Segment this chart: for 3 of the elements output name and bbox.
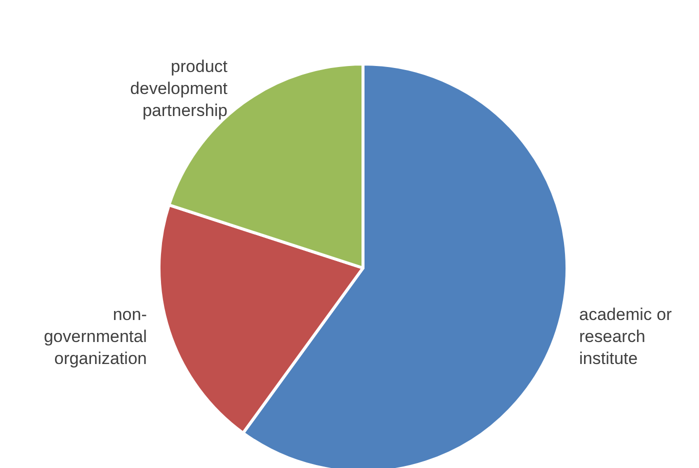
slice-label: non-governmental organization <box>44 305 147 368</box>
slice-label: product development partnership <box>130 56 228 120</box>
slice-label: academic or research institute <box>579 305 672 368</box>
